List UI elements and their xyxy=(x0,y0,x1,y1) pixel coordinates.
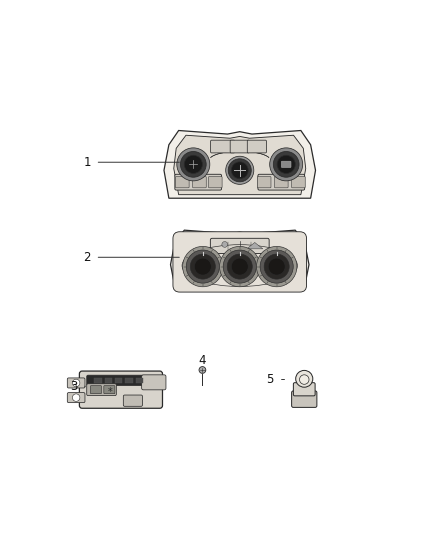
Circle shape xyxy=(219,246,260,287)
Circle shape xyxy=(184,155,202,173)
Ellipse shape xyxy=(296,370,313,387)
FancyBboxPatch shape xyxy=(211,140,235,153)
Polygon shape xyxy=(170,230,309,288)
FancyBboxPatch shape xyxy=(105,378,112,383)
Text: 5: 5 xyxy=(267,373,274,386)
FancyBboxPatch shape xyxy=(247,140,266,153)
Circle shape xyxy=(264,254,289,279)
FancyBboxPatch shape xyxy=(230,140,249,153)
Circle shape xyxy=(231,258,248,275)
FancyBboxPatch shape xyxy=(176,176,189,188)
Circle shape xyxy=(228,159,251,182)
FancyBboxPatch shape xyxy=(67,378,85,388)
FancyBboxPatch shape xyxy=(94,378,102,383)
FancyBboxPatch shape xyxy=(124,395,142,406)
Polygon shape xyxy=(164,131,315,198)
FancyBboxPatch shape xyxy=(87,384,117,395)
FancyBboxPatch shape xyxy=(67,393,85,402)
FancyBboxPatch shape xyxy=(293,383,315,396)
FancyBboxPatch shape xyxy=(275,176,288,188)
Circle shape xyxy=(199,367,206,374)
Text: 3: 3 xyxy=(70,380,77,393)
Circle shape xyxy=(260,250,293,283)
Circle shape xyxy=(223,250,256,283)
Circle shape xyxy=(183,246,223,287)
Circle shape xyxy=(277,155,295,173)
FancyBboxPatch shape xyxy=(115,378,123,383)
Circle shape xyxy=(190,254,215,279)
Text: 4: 4 xyxy=(199,354,206,367)
Circle shape xyxy=(273,151,299,177)
Circle shape xyxy=(194,258,211,275)
Text: 1: 1 xyxy=(83,156,91,169)
FancyBboxPatch shape xyxy=(79,371,162,408)
FancyBboxPatch shape xyxy=(193,176,206,188)
Circle shape xyxy=(186,250,219,283)
FancyBboxPatch shape xyxy=(173,232,307,292)
FancyBboxPatch shape xyxy=(141,375,166,390)
FancyBboxPatch shape xyxy=(87,375,143,385)
FancyBboxPatch shape xyxy=(210,238,269,254)
FancyBboxPatch shape xyxy=(175,174,222,190)
Circle shape xyxy=(72,379,80,386)
Circle shape xyxy=(72,394,80,401)
Text: *: * xyxy=(107,387,112,397)
FancyBboxPatch shape xyxy=(258,174,305,190)
Circle shape xyxy=(177,148,210,181)
FancyBboxPatch shape xyxy=(258,176,271,188)
FancyBboxPatch shape xyxy=(208,176,222,188)
FancyBboxPatch shape xyxy=(136,378,143,383)
Circle shape xyxy=(257,246,297,287)
FancyBboxPatch shape xyxy=(104,386,115,394)
Polygon shape xyxy=(174,135,306,195)
Circle shape xyxy=(270,148,303,181)
Circle shape xyxy=(231,162,248,179)
Circle shape xyxy=(227,254,252,279)
Circle shape xyxy=(300,375,309,384)
Text: 2: 2 xyxy=(83,251,91,264)
FancyBboxPatch shape xyxy=(292,391,317,407)
Circle shape xyxy=(222,241,228,247)
Polygon shape xyxy=(247,243,263,249)
FancyBboxPatch shape xyxy=(125,378,133,383)
Circle shape xyxy=(180,151,206,177)
Circle shape xyxy=(226,156,254,184)
Circle shape xyxy=(268,258,285,275)
FancyBboxPatch shape xyxy=(90,386,102,394)
FancyBboxPatch shape xyxy=(292,176,305,188)
FancyBboxPatch shape xyxy=(281,161,291,167)
